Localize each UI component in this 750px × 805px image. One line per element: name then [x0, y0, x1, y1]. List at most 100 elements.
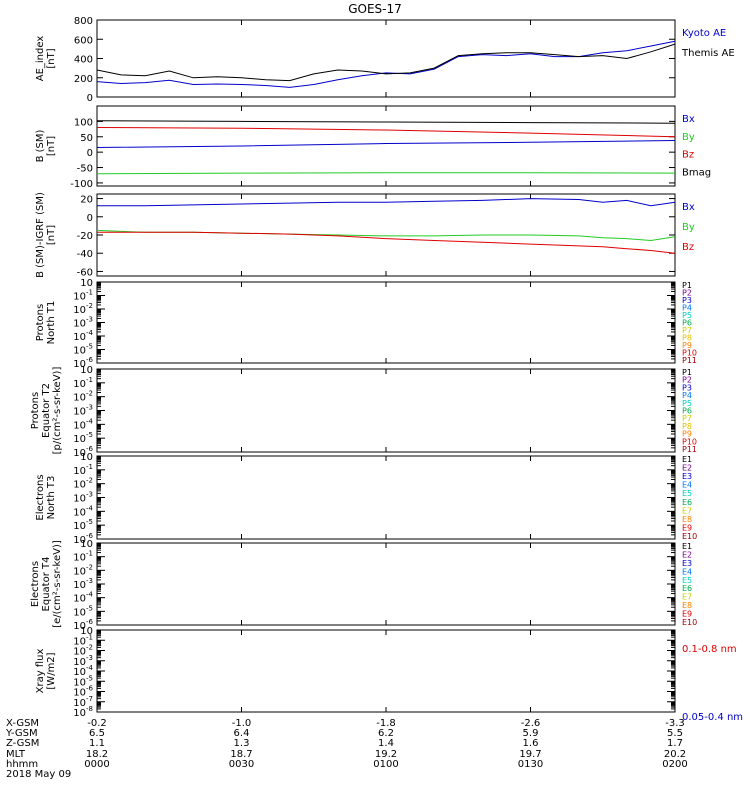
- xrow-value: 0130: [518, 759, 543, 770]
- ytick-label-bsm: -50: [77, 164, 93, 175]
- ytick-label-bsm: 50: [80, 133, 93, 144]
- date-label: 2018 May 09: [6, 769, 71, 780]
- legend-entry-electrons_t3: E8: [682, 515, 692, 524]
- ytick-label-electrons_t3: 10-4: [73, 504, 93, 518]
- xrow-value: 1.4: [378, 738, 394, 749]
- legend-entry-electrons_t4: E2: [682, 550, 692, 559]
- legend-entry-electrons_t4: E7: [682, 593, 692, 602]
- ytick-label-bigrf: -40: [77, 249, 93, 260]
- panel-frame-protons_t1: [96, 281, 676, 364]
- ytick-label-electrons_t3: 10-3: [73, 491, 93, 505]
- ytick-label-bigrf: -60: [77, 267, 93, 278]
- legend-entry-protons_t2: P5: [682, 399, 692, 408]
- ylabel-bigrf: [nT]: [46, 225, 57, 245]
- ytick-label-protons_t1: 10-1: [73, 289, 93, 303]
- panel-frame-ae: [96, 19, 676, 98]
- legend-entry-ae: Themis AE: [681, 48, 735, 59]
- ytick-label-protons_t2: 10-1: [73, 376, 93, 390]
- legend-entry-protons_t2: P4: [682, 391, 692, 400]
- ylabel-protons_t2: Protons: [30, 392, 41, 429]
- ytick-label-protons_t1: 10: [80, 278, 93, 289]
- legend-entry-protons_t2: P6: [682, 407, 692, 416]
- figure-title: GOES-17: [348, 2, 402, 16]
- legend-entry-electrons_t4: E1: [682, 542, 692, 551]
- xrow-value: 6.4: [234, 728, 250, 739]
- ylabel-protons_t2: Equator T2: [41, 383, 52, 438]
- legend-entry-electrons_t3: E4: [682, 481, 692, 490]
- panel-frame-bigrf: [96, 193, 676, 277]
- ylabel-xray: Xray flux: [35, 649, 46, 694]
- legend-entry-protons_t1: P7: [682, 326, 692, 335]
- ytick-label-electrons_t3: 10-5: [73, 518, 93, 532]
- legend-entry-protons_t1: P10: [682, 349, 697, 358]
- legend-entry-electrons_t4: E8: [682, 601, 692, 610]
- legend-entry-protons_t2: P8: [682, 422, 692, 431]
- xrow-value: 6.2: [378, 728, 394, 739]
- series-line-ae-themis-ae: [96, 43, 676, 82]
- xrow-value: 1.6: [523, 738, 539, 749]
- legend-entry-bsm: Bx: [682, 114, 695, 125]
- legend-entry-protons_t1: P4: [682, 304, 692, 313]
- ytick-label-protons_t1: 10-3: [73, 316, 93, 330]
- legend-entry-xray: 0.1-0.8 nm: [682, 644, 737, 655]
- legend-entry-bigrf: By: [682, 222, 695, 233]
- xrow-value: 0200: [662, 759, 687, 770]
- legend-entry-electrons_t4: E5: [682, 576, 692, 585]
- ylabel-electrons_t4: Equator T4: [41, 557, 52, 612]
- legend-entry-protons_t2: P10: [682, 437, 697, 446]
- ytick-label-electrons_t3: 10: [80, 452, 93, 463]
- ylabel-bsm: B (SM): [35, 129, 46, 162]
- panel-frame-xray: [96, 629, 676, 713]
- panel-frame-protons_t2: [96, 368, 676, 453]
- legend-entry-electrons_t4: E4: [682, 567, 692, 576]
- ytick-label-ae: 600: [74, 35, 93, 46]
- ylabel-electrons_t4: [e/(cm²-s-sr-keV)]: [52, 540, 63, 628]
- xrow-label: Z-GSM: [6, 738, 39, 749]
- legend-entry-electrons_t4: E3: [682, 559, 692, 568]
- xrow-value: 0000: [84, 759, 109, 770]
- ytick-label-ae: 200: [74, 74, 93, 85]
- ytick-label-electrons_t4: 10-3: [73, 577, 93, 591]
- ytick-label-protons_t1: 10-5: [73, 343, 93, 357]
- legend-entry-electrons_t4: E9: [682, 610, 692, 619]
- ytick-label-protons_t2: 10-5: [73, 431, 93, 445]
- legend-entry-protons_t1: P8: [682, 334, 692, 343]
- legend-entry-protons_t2: P3: [682, 383, 692, 392]
- ytick-label-bsm: -100: [70, 179, 93, 190]
- xrow-value: 6.5: [89, 728, 105, 739]
- ytick-label-protons_t1: 10-2: [73, 302, 93, 316]
- ytick-label-bigrf: 0: [87, 213, 93, 224]
- xrow-value: 1.1: [89, 738, 105, 749]
- legend-entry-electrons_t3: E6: [682, 498, 692, 507]
- legend-entry-electrons_t3: E5: [682, 489, 692, 498]
- panel-frame-electrons_t4: [96, 542, 676, 626]
- series-line-bsm-bx: [96, 140, 676, 148]
- legend-entry-xray: 0.05-0.4 nm: [682, 712, 743, 723]
- xrow-value: 18.7: [230, 749, 252, 760]
- ytick-label-bigrf: 20: [80, 195, 93, 206]
- legend-entry-protons_t1: P1: [682, 281, 692, 290]
- ylabel-electrons_t3: Electrons: [35, 474, 46, 520]
- ytick-label-electrons_t4: 10-2: [73, 563, 93, 577]
- legend-entry-electrons_t4: E10: [682, 618, 697, 627]
- legend-entry-bsm: By: [682, 132, 695, 143]
- legend-entry-electrons_t4: E6: [682, 584, 692, 593]
- legend-entry-electrons_t3: E1: [682, 455, 692, 464]
- xrow-value: -1.8: [376, 718, 396, 729]
- ytick-label-bigrf: -20: [77, 231, 93, 242]
- xrow-value: 5.5: [667, 728, 683, 739]
- series-line-bsm-bmag: [96, 120, 676, 124]
- xrow-value: 19.2: [375, 749, 397, 760]
- panel-frame-electrons_t3: [96, 455, 676, 540]
- legend-entry-protons_t2: P1: [682, 368, 692, 377]
- ytick-label-ae: 400: [74, 55, 93, 66]
- legend-entry-bigrf: Bz: [682, 242, 694, 253]
- ylabel-ae: [nT]: [46, 48, 57, 68]
- ylabel-protons_t1: Protons: [35, 304, 46, 341]
- legend-entry-electrons_t3: E2: [682, 464, 692, 473]
- xrow-value: -0.2: [87, 718, 107, 729]
- ylabel-bigrf: B (SM)-IGRF (SM): [35, 192, 46, 278]
- legend-entry-protons_t1: P5: [682, 311, 692, 320]
